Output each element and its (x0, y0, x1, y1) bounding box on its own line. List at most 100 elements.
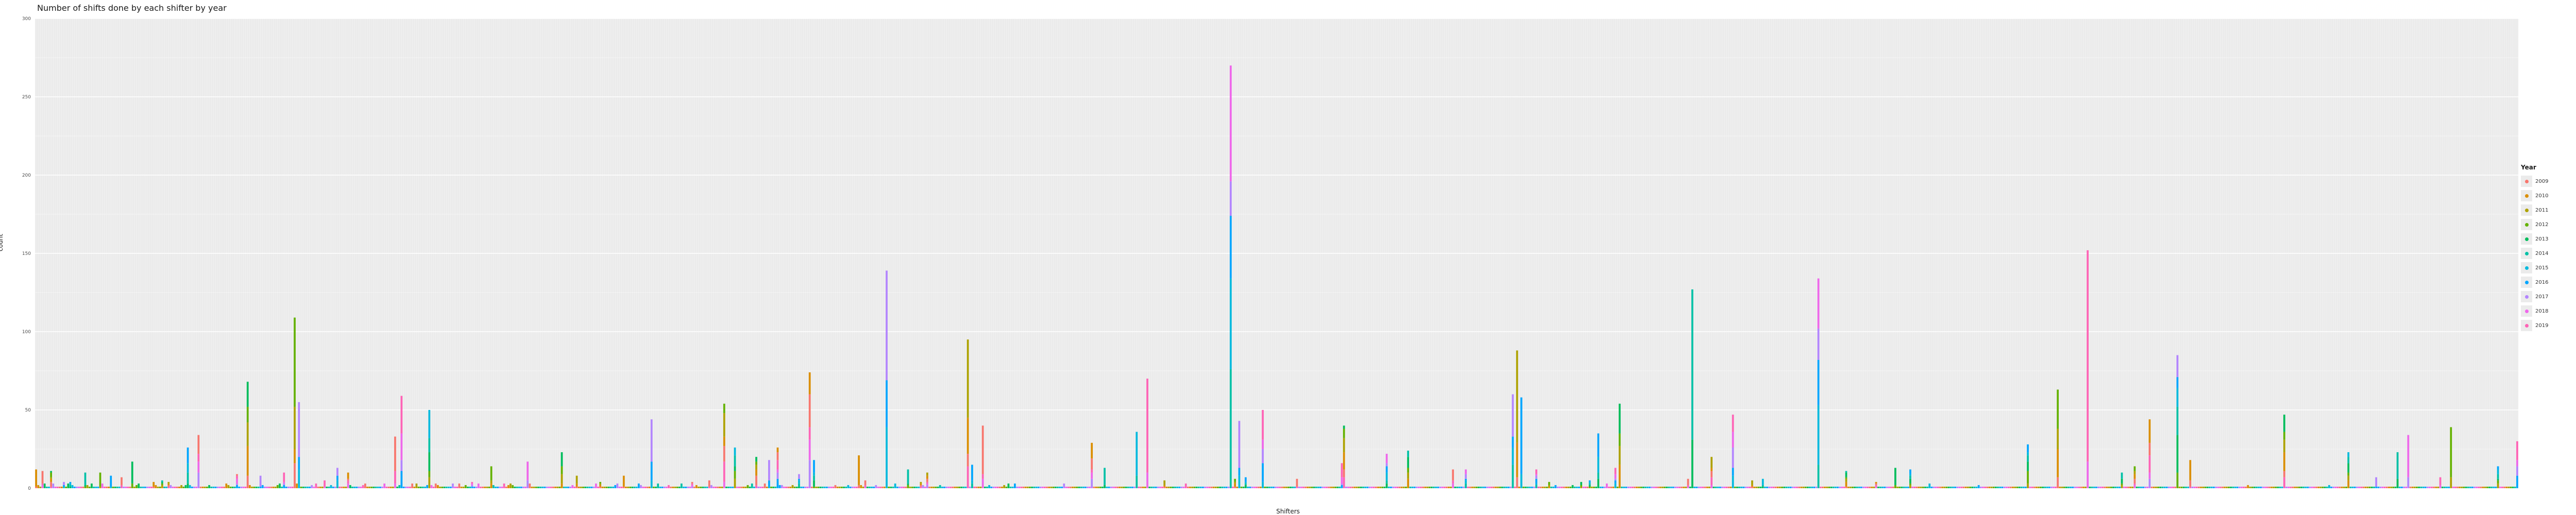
bar-segment (1343, 438, 1345, 453)
bar-segment (1892, 486, 1894, 488)
bar-segment (1155, 486, 1157, 488)
bar-segment (2456, 486, 2459, 488)
legend-swatch (2524, 179, 2529, 183)
bar-segment (1104, 485, 1106, 488)
bar-segment (1685, 486, 1687, 488)
legend-item: 2014 (2521, 246, 2572, 261)
bar-segment (926, 482, 928, 484)
bar-segment (1313, 486, 1315, 488)
legend: Year 2009 2010 2011 2012 2013 2014 2015 2016 201… (2521, 164, 2572, 333)
bar-segment (321, 486, 324, 488)
bar-segment (732, 486, 734, 488)
bar-segment (1575, 486, 1578, 488)
bar-segment (860, 485, 862, 488)
bar-segment (1326, 486, 1328, 488)
bar-segment (2104, 486, 2106, 488)
bar-segment (1781, 486, 1783, 488)
bar-segment (998, 486, 1001, 488)
bar-segment (499, 486, 501, 488)
bar-segment (1510, 486, 1512, 488)
bar-segment (2148, 419, 2151, 443)
bar-segment (926, 483, 928, 485)
bar-segment (920, 485, 922, 487)
bar-segment (48, 486, 50, 488)
bar-segment (836, 486, 839, 488)
bar-segment (2497, 474, 2499, 479)
bar-segment (2025, 486, 2027, 488)
bar-segment (2027, 455, 2029, 462)
bar-segment (167, 483, 170, 485)
bar-segment (1074, 486, 1076, 488)
bar-segment (2490, 486, 2493, 488)
bar-segment (962, 486, 965, 488)
bar-segment (853, 486, 856, 488)
bar-segment (165, 486, 167, 488)
bar-segment (1319, 486, 1321, 488)
bar-segment (1909, 474, 1911, 476)
bar-segment (1067, 486, 1070, 488)
bar-segment (1262, 439, 1264, 449)
bar-segment (2001, 486, 2004, 488)
bar-segment (1136, 432, 1138, 476)
bar-segment (2005, 486, 2008, 488)
bar-segment (742, 486, 744, 488)
bar-segment (778, 485, 781, 488)
bar-segment (1809, 486, 1811, 488)
bar-segment (2057, 428, 2059, 449)
bar-segment (747, 485, 749, 488)
bar-segment (1659, 486, 1662, 488)
bar-segment (1370, 486, 1373, 488)
bar-segment (1039, 486, 1042, 488)
bar-segment (1918, 486, 1920, 488)
bar-segment (1300, 486, 1302, 488)
bar-segment (575, 486, 578, 488)
bar-segment (2300, 486, 2302, 488)
bar-segment (584, 486, 586, 488)
bar-segment (2324, 486, 2326, 488)
bar-segment (734, 466, 736, 471)
bar-segment (1091, 458, 1093, 470)
bar-segment (755, 457, 757, 462)
bar-segment (2343, 486, 2345, 488)
bar-segment (730, 486, 732, 488)
bar-segment (1065, 486, 1067, 488)
bar-segment (2080, 486, 2082, 488)
bar-segment (298, 469, 300, 488)
bar-segment (1214, 486, 1217, 488)
bar-segment (2270, 486, 2273, 488)
bar-segment (1452, 469, 1454, 480)
bar-segment (661, 486, 664, 488)
bar-segment (121, 485, 123, 488)
bar-segment (1732, 415, 1734, 432)
bar-segment (2009, 486, 2012, 488)
bar-segment (1490, 486, 1493, 488)
bar-segment (734, 478, 736, 488)
bar-segment (458, 483, 461, 488)
legend-swatch (2524, 194, 2529, 198)
bar-segment (2153, 486, 2155, 488)
bar-segment (2463, 486, 2465, 488)
bar-segment (1304, 486, 1307, 488)
bar-segment (1776, 486, 1779, 488)
bar-segment (131, 461, 133, 484)
bar-segment (1828, 486, 1831, 488)
bar-segment (937, 486, 939, 488)
bar-segment (1095, 486, 1097, 488)
bar-segment (167, 486, 170, 488)
bar-segment (2283, 432, 2285, 440)
bar-segment (2213, 486, 2215, 488)
bar-segment (1945, 486, 1948, 488)
bar-segment (2176, 377, 2179, 388)
bar-segment (2338, 486, 2341, 488)
bar-segment (864, 486, 867, 488)
bar-segment (1586, 486, 1589, 488)
bar-segment (1588, 482, 1591, 484)
bar-segment (1112, 486, 1114, 488)
bar-segment (2480, 486, 2482, 488)
y-tick-label: 0 (28, 486, 31, 491)
bar-segment (847, 485, 850, 488)
bar-segment (2095, 486, 2097, 488)
bar-segment (1277, 486, 1279, 488)
bar-segment (2364, 486, 2367, 488)
bar-segment (2204, 486, 2207, 488)
